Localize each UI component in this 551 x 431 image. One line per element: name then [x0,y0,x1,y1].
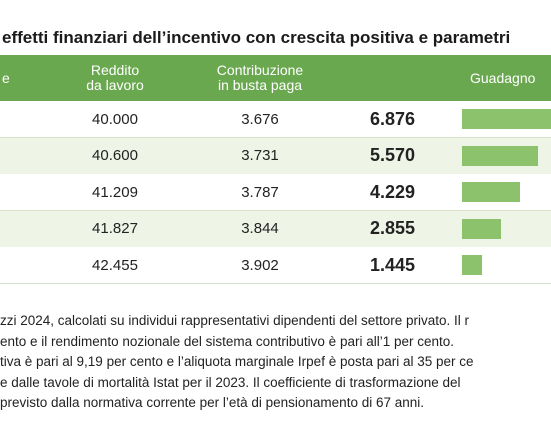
gain-cell: 4.229 [370,181,416,202]
gain-bar [462,145,539,166]
note-line: previsto dalla normativa corrente per l’… [0,395,424,410]
gain-cell: 6.876 [370,108,416,129]
note-line: ento e il rendimento nozionale del siste… [0,333,455,349]
header-cell: e [2,69,10,86]
income-cell: 42.455 [92,256,138,274]
income-cell: 40.600 [92,147,138,164]
table-row: 40.600 3.731 5.570 [0,137,551,175]
gain-cell: 2.855 [370,218,416,238]
table-row: 40.000 3.676 6.876 [0,101,551,138]
income-cell: 40.000 [92,110,138,128]
gain-cell: 5.570 [370,145,416,165]
gain-cell: 1.445 [370,254,416,275]
income-cell: 41.209 [92,183,138,201]
income-cell: 41.827 [92,220,138,237]
table-row: 42.455 3.902 1.445 [0,247,551,284]
header-cell: Guadagno [470,69,536,86]
header-cell: Contribuzione in busta paga [216,62,304,93]
gain-bar [462,182,520,202]
note-line: zzi 2024, calcolati su individui rappres… [0,313,470,328]
table-row: 41.827 3.844 2.855 [0,210,551,248]
gain-bar [462,109,551,129]
contribution-cell: 3.676 [241,110,279,128]
table-title: effetti finanziari dell’incentivo con cr… [2,28,511,47]
gain-bar [462,218,502,239]
table-header: e Reddito da lavoro Contribuzione in busta… [0,55,551,101]
table-row: 41.209 3.787 4.229 [0,174,551,211]
contribution-cell: 3.787 [241,183,279,201]
gain-bar [462,255,482,275]
note-line: tiva è pari al 9,19 per cento e l’aliquo… [0,354,474,369]
contribution-cell: 3.731 [241,147,279,164]
contribution-cell: 3.902 [241,256,279,274]
note-line: e dalle tavole di mortalità Istat per il… [0,374,461,390]
contribution-cell: 3.844 [241,220,279,237]
header-cell: Reddito da lavoro [86,62,144,93]
